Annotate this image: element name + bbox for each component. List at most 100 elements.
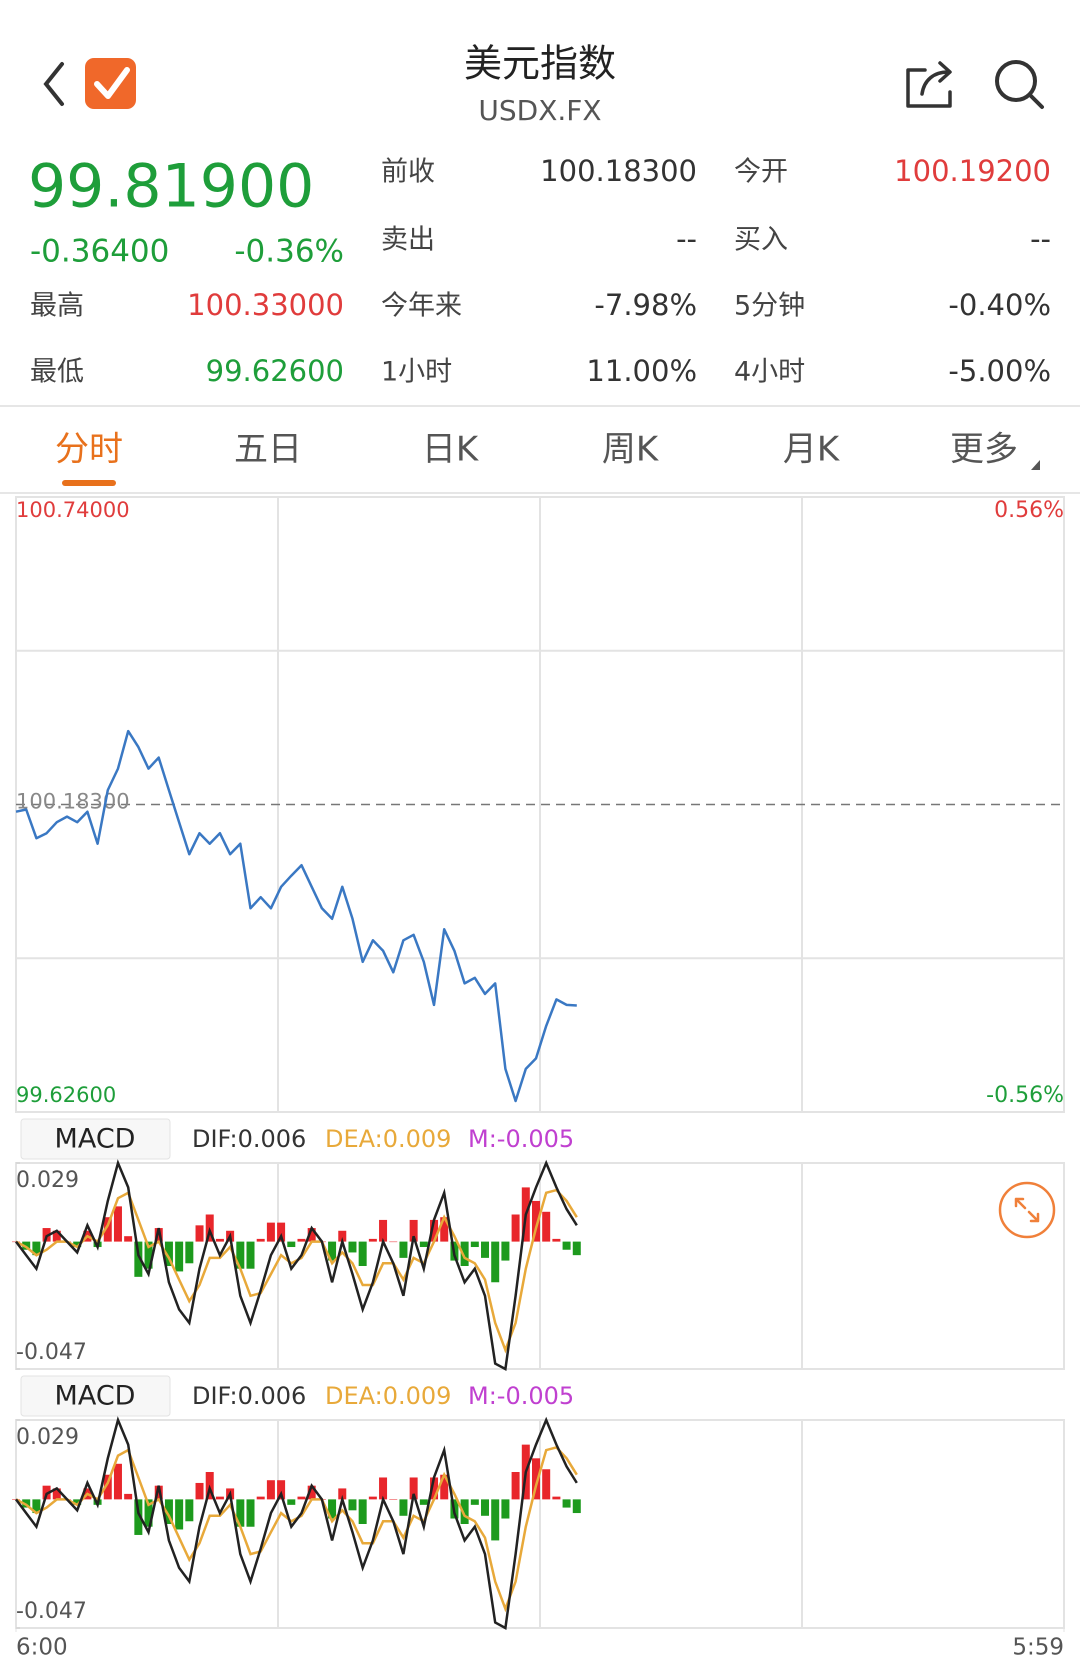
stat-label: 4小时: [734, 357, 805, 388]
macd-bar: [542, 1211, 551, 1242]
macd-bar: [389, 1499, 398, 1500]
macd-bar: [531, 1200, 540, 1242]
macd-bar: [501, 1499, 510, 1519]
y-tick-label: 0.029: [16, 1168, 79, 1193]
macd-bar: [236, 1241, 245, 1269]
macd-bar: [164, 1499, 173, 1524]
title: 美元指数: [464, 42, 616, 86]
change: -0.36400: [30, 234, 169, 270]
macd-bar: [542, 1469, 551, 1500]
macd-bar: [134, 1241, 143, 1277]
stat-label: 前收: [381, 157, 435, 188]
stat-value: -5.00%: [948, 354, 1051, 388]
tab[interactable]: 更多: [950, 430, 1018, 470]
macd-bar: [399, 1499, 408, 1516]
last-price: 99.81900: [28, 152, 314, 222]
change-percent: -0.36%: [234, 234, 344, 270]
stat-value: 100.18300: [540, 154, 697, 188]
tab[interactable]: 日K: [422, 430, 480, 470]
search-button[interactable]: [995, 60, 1044, 109]
stat-label: 5分钟: [734, 291, 805, 322]
macd-bar: [531, 1458, 540, 1500]
stat-value: 100.19200: [894, 154, 1051, 188]
macd-bar: [215, 1496, 224, 1500]
macd-bar: [440, 1217, 449, 1242]
macd-bar: [348, 1241, 357, 1253]
y-tick-label: 100.74000: [16, 498, 130, 522]
macd-bar: [409, 1219, 418, 1242]
macd-bar: [32, 1499, 41, 1514]
macd-bar: [103, 1217, 112, 1242]
macd-bar: [297, 1496, 306, 1500]
stat-label: 买入: [734, 225, 788, 256]
stat-value: 100.33000: [187, 288, 344, 322]
macd-bar: [246, 1241, 255, 1269]
macd-bar: [328, 1241, 337, 1261]
macd-bar: [246, 1499, 255, 1527]
macd-bar: [256, 1238, 265, 1242]
price-line: [15, 729, 577, 1103]
macd-bar: [124, 1493, 133, 1500]
macd-bar: [266, 1222, 275, 1242]
macd-bar: [134, 1499, 143, 1535]
indicator-selector[interactable]: [20, 1375, 171, 1417]
macd-bar: [379, 1219, 388, 1242]
macd-bar: [338, 1230, 347, 1242]
macd-bar: [460, 1241, 469, 1266]
stat-label: 今年来: [381, 291, 462, 322]
reference-label: 100.18300: [16, 790, 130, 814]
macd-bar: [113, 1463, 122, 1500]
macd-bar: [113, 1206, 122, 1242]
share-button[interactable]: [906, 61, 952, 108]
macd-bar: [266, 1480, 275, 1500]
tab[interactable]: 分时: [55, 430, 123, 470]
y-tick-label: -0.047: [16, 1599, 87, 1624]
tab[interactable]: 月K: [783, 430, 841, 470]
macd-bar: [430, 1219, 439, 1242]
macd-bar: [358, 1241, 367, 1266]
dif-line: [14, 1159, 578, 1371]
macd-bar: [297, 1238, 306, 1242]
macd-bar: [368, 1238, 377, 1242]
macd-bar: [440, 1474, 449, 1500]
stat-value: --: [1030, 222, 1051, 256]
stat-label: 最高: [30, 291, 84, 322]
macd-bar: [460, 1499, 469, 1524]
macd-bar: [124, 1236, 133, 1242]
macd-bar: [73, 1499, 82, 1505]
stat-value: --: [676, 222, 697, 256]
expand-button[interactable]: [998, 1181, 1056, 1239]
macd-bar: [491, 1499, 500, 1541]
x-tick-label: 5:59: [1012, 1635, 1064, 1661]
macd-bar: [552, 1496, 561, 1500]
dif-label: DIF:0.006: [192, 1382, 306, 1410]
indicator-name: MACD: [55, 1381, 136, 1412]
macd-bar: [409, 1477, 418, 1500]
macd-bar: [164, 1241, 173, 1266]
x-tick-label: 6:00: [16, 1635, 68, 1661]
macd-bar: [562, 1241, 571, 1250]
macd-bar: [236, 1499, 245, 1527]
stat-label: 1小时: [381, 357, 452, 388]
symbol: USDX.FX: [478, 94, 601, 127]
tab[interactable]: 周K: [602, 430, 660, 470]
macd-bar: [389, 1241, 398, 1243]
back-button[interactable]: [43, 62, 64, 106]
macd-bar: [185, 1241, 194, 1264]
indicator-selector[interactable]: [20, 1118, 171, 1160]
macd-bar: [73, 1241, 82, 1248]
macd-bar: [32, 1241, 41, 1256]
macd-bar: [481, 1241, 490, 1258]
tab[interactable]: 五日: [234, 430, 302, 470]
macd-bar: [215, 1238, 224, 1242]
macd-bar: [511, 1472, 520, 1500]
macd-bar: [144, 1241, 153, 1269]
macd-bar: [144, 1499, 153, 1527]
stat-label: 今开: [734, 157, 788, 188]
y-tick-label: -0.047: [16, 1340, 87, 1365]
stat-value: 11.00%: [586, 354, 697, 388]
tab-indicator: [62, 480, 116, 486]
macd-bar: [511, 1214, 520, 1242]
y2-tick-label: 0.56%: [994, 498, 1064, 523]
macd-bar: [572, 1499, 581, 1514]
